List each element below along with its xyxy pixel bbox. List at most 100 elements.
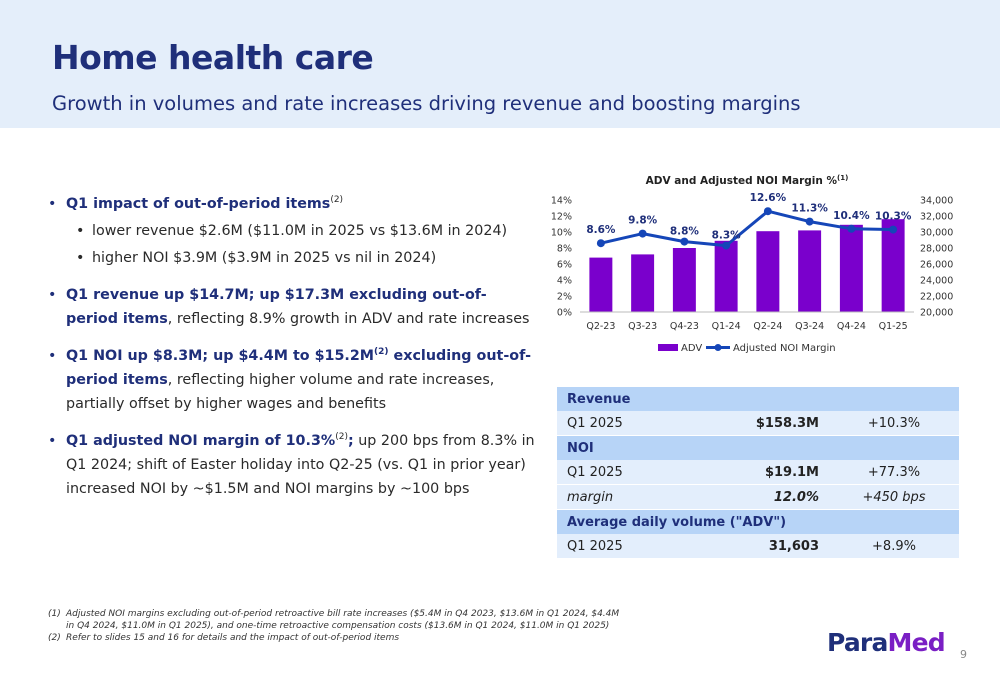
noi-data-label: 12.6% (750, 192, 787, 204)
adv-bar (714, 240, 738, 312)
noi-margin-point (722, 241, 731, 250)
chart-title-footnote: (1) (837, 174, 848, 182)
x-tick-label: Q1-24 (712, 321, 741, 332)
paramed-logo: ParaMed (827, 628, 946, 657)
adv-bar (839, 224, 863, 312)
y-left-tick-label: 6% (557, 260, 572, 271)
bullet-semicolon: ; (347, 433, 354, 449)
footnote-number: (2) (48, 633, 61, 643)
legend-swatch-adv (658, 344, 678, 351)
page-title: Home health care (52, 38, 374, 77)
adv-value: 31,603 (709, 534, 829, 559)
y-left-tick-label: 8% (557, 244, 572, 255)
footnote-1: (1) Adjusted NOI margins excluding out-o… (48, 608, 628, 632)
logo-part-med: Med (887, 628, 946, 657)
y-right-tick-label: 22,000 (920, 292, 953, 303)
noi-period: Q1 2025 (557, 460, 709, 485)
margin-change: +450 bps (829, 484, 959, 510)
footnote-text: Refer to slides 15 and 16 for details an… (66, 633, 400, 643)
footnote-ref: (2) (330, 195, 344, 206)
noi-data-label: 8.6% (586, 224, 616, 236)
y-right-tick-label: 30,000 (920, 228, 953, 239)
page-subtitle: Growth in volumes and rate increases dri… (52, 92, 801, 115)
revenue-header: Revenue (557, 387, 959, 411)
y-left-tick-label: 12% (551, 212, 572, 223)
x-tick-label: Q1-25 (879, 321, 908, 332)
adv-header: Average daily volume ("ADV") (557, 509, 959, 534)
table-header-noi: NOI (557, 435, 959, 460)
y-right-tick-label: 32,000 (920, 212, 953, 223)
footnote-ref: (2) (335, 432, 348, 443)
bullet-text: , reflecting higher volume and rate incr… (66, 372, 495, 412)
adv-noi-chart: ADV and Adjusted NOI Margin %(1) 0% 2% 4% 6%… (551, 174, 953, 354)
adv-bar (589, 257, 613, 312)
noi-margin-point (638, 229, 647, 238)
table-header-revenue: Revenue (557, 387, 959, 411)
adv-period: Q1 2025 (557, 534, 709, 559)
y-left-tick-label: 10% (551, 228, 572, 239)
y-right-tick-label: 26,000 (920, 260, 953, 271)
noi-margin-point (805, 217, 814, 226)
noi-data-label: 10.4% (833, 210, 870, 222)
y-right-tick-label: 28,000 (920, 244, 953, 255)
bullet-text: , reflecting 8.9% growth in ADV and rate… (167, 311, 530, 327)
footnote-text: Adjusted NOI margins excluding out-of-pe… (66, 609, 620, 631)
noi-data-label: 8.3% (712, 230, 742, 242)
legend-swatch-noi-marker (714, 344, 722, 351)
table-row-noi: Q1 2025 $19.1M +77.3% (557, 460, 959, 485)
adv-bar (798, 230, 822, 312)
footnote-number: (1) (48, 609, 61, 619)
margin-label: margin (557, 484, 709, 510)
table-row-revenue: Q1 2025 $158.3M +10.3% (557, 411, 959, 436)
y-right-tick-label: 34,000 (920, 196, 953, 207)
legend-label-adv: ADV (681, 343, 702, 354)
noi-margin-point (763, 207, 772, 216)
page-number: 9 (960, 648, 967, 661)
revenue-period: Q1 2025 (557, 411, 709, 436)
bullet-list: Q1 impact of out-of-period items(2) lowe… (48, 192, 538, 514)
table-header-adv: Average daily volume ("ADV") (557, 509, 959, 534)
noi-header: NOI (557, 435, 959, 460)
logo-part-para: Para (827, 628, 888, 657)
bullet-heading: Q1 impact of out-of-period items (66, 196, 331, 212)
bullet-heading: Q1 revenue up $14.7M; up $17.3M excludin… (66, 287, 487, 327)
noi-data-label: 11.3% (791, 203, 828, 215)
noi-data-label: 8.8% (670, 226, 700, 238)
adv-change: +8.9% (829, 534, 959, 559)
adv-bar (756, 231, 780, 312)
header-band: Home health care Growth in volumes and r… (0, 0, 1000, 128)
y-right-tick-label: 20,000 (920, 308, 953, 319)
noi-data-label: 10.3% (875, 211, 912, 223)
bullet-text: up 200 bps from 8.3% in Q1 2024; shift o… (66, 433, 535, 497)
sub-bullet-revenue: lower revenue $2.6M ($11.0M in 2025 vs $… (66, 219, 538, 243)
margin-value: 12.0% (709, 484, 829, 510)
bullet-q1-margin: Q1 adjusted NOI margin of 10.3%(2); up 2… (48, 429, 538, 501)
noi-margin-line (600, 209, 894, 248)
x-tick-label: Q4-24 (837, 321, 866, 332)
adv-bar (881, 219, 905, 312)
y-right-tick-label: 24,000 (920, 276, 953, 287)
bullet-heading: Q1 adjusted NOI margin of 10.3% (66, 433, 336, 449)
sub-bullet-noi: higher NOI $3.9M ($3.9M in 2025 vs nil i… (66, 246, 538, 270)
x-tick-label: Q3-23 (628, 321, 657, 332)
bullet-q1-impact: Q1 impact of out-of-period items(2) lowe… (48, 192, 538, 270)
y-left-tick-label: 4% (557, 276, 572, 287)
noi-margin-point (889, 225, 898, 234)
footnote-2: (2) Refer to slides 15 and 16 for detail… (48, 632, 628, 644)
noi-change: +77.3% (829, 460, 959, 485)
x-tick-label: Q3-24 (795, 321, 824, 332)
adv-bar (672, 248, 696, 312)
bullet-heading-cont: excluding out-of-period items (66, 348, 532, 388)
x-tick-label: Q4-23 (670, 321, 699, 332)
bullet-q1-revenue: Q1 revenue up $14.7M; up $17.3M excludin… (48, 283, 538, 331)
footnotes: (1) Adjusted NOI margins excluding out-o… (48, 608, 628, 644)
bullet-q1-noi: Q1 NOI up $8.3M; up $4.4M to $15.2M(2) e… (48, 344, 538, 416)
y-left-tick-label: 14% (551, 196, 572, 207)
noi-margin-point (847, 224, 856, 233)
y-left-tick-label: 2% (557, 292, 572, 303)
noi-data-label: 9.8% (628, 215, 658, 227)
noi-margin-point (596, 239, 605, 248)
chart-title: ADV and Adjusted NOI Margin %(1) (646, 174, 849, 187)
table-row-adv: Q1 2025 31,603 +8.9% (557, 534, 959, 559)
y-left-tick-label: 0% (557, 308, 572, 319)
